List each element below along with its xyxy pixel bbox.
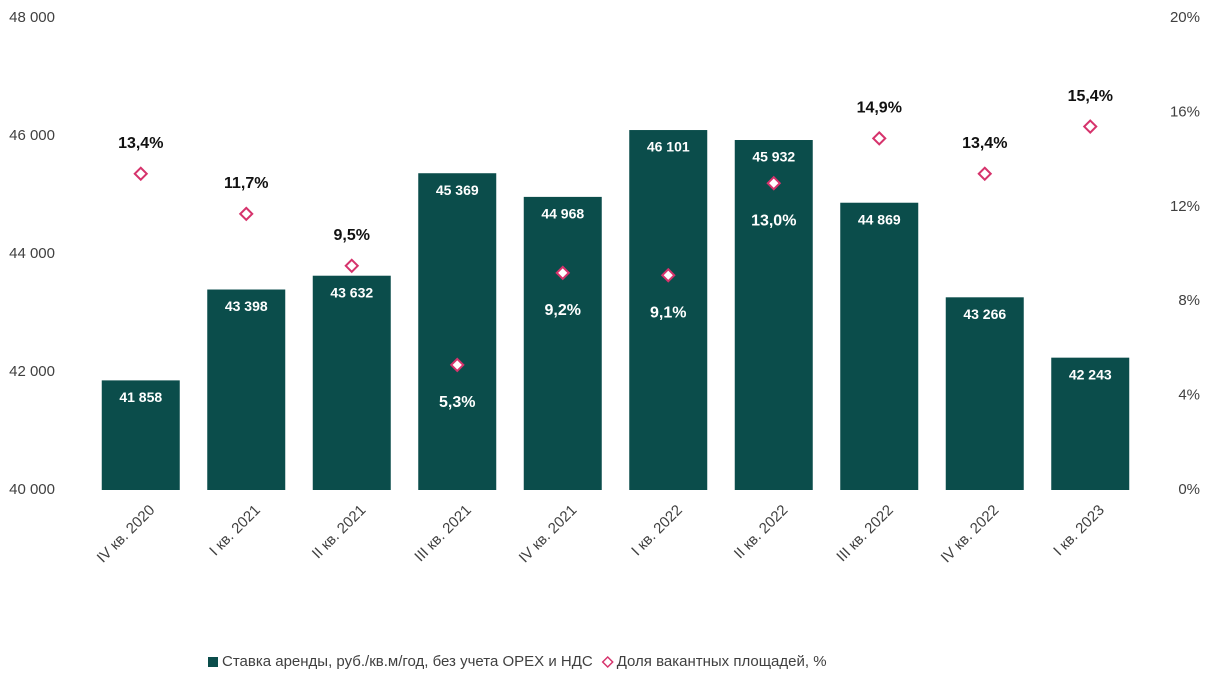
- bar-value-label: 46 101: [647, 139, 690, 155]
- point-value-label: 9,5%: [334, 227, 370, 244]
- x-tick-label: IV кв. 2022: [938, 502, 1003, 567]
- bar: [312, 275, 391, 490]
- y-tick-label: 46 000: [9, 127, 55, 144]
- x-tick-label: II кв. 2021: [309, 502, 370, 563]
- bar-value-label: 43 632: [330, 284, 373, 300]
- point-value-label: 15,4%: [1068, 88, 1113, 105]
- point-value-label: 9,2%: [545, 302, 581, 319]
- legend-swatch: [208, 657, 218, 667]
- point-value-label: 14,9%: [857, 100, 902, 117]
- bar: [523, 196, 602, 490]
- bar: [734, 140, 813, 490]
- x-tick-label: I кв. 2023: [1050, 502, 1108, 560]
- bar-value-label: 44 869: [858, 211, 901, 227]
- bar: [945, 297, 1024, 490]
- point: [344, 258, 360, 274]
- y2-tick-label: 12%: [1170, 198, 1200, 215]
- bar-value-label: 45 932: [752, 149, 795, 165]
- bar: [101, 380, 180, 490]
- legend-label: Доля вакантных площадей, %: [617, 653, 827, 670]
- point-value-label: 13,4%: [962, 135, 1007, 152]
- x-tick-label: I кв. 2022: [628, 502, 686, 560]
- point: [449, 357, 465, 373]
- point: [766, 175, 782, 191]
- bar-value-label: 43 266: [963, 306, 1006, 322]
- point: [133, 166, 149, 182]
- bar: [207, 289, 286, 490]
- y2-tick-label: 8%: [1178, 292, 1200, 309]
- point-value-label: 13,0%: [751, 212, 796, 229]
- y2-tick-label: 4%: [1178, 387, 1200, 404]
- point-value-label: 11,7%: [224, 175, 268, 192]
- bar: [418, 173, 497, 490]
- x-tick-label: II кв. 2022: [731, 502, 792, 563]
- y2-tick-label: 16%: [1170, 103, 1200, 120]
- legend-swatch: [601, 655, 614, 669]
- bar: [840, 202, 919, 490]
- y-tick-label: 44 000: [9, 245, 55, 262]
- point: [1082, 119, 1098, 134]
- y-tick-label: 48 000: [9, 9, 55, 26]
- x-tick-label: IV кв. 2020: [94, 502, 159, 567]
- x-tick-label: IV кв. 2021: [516, 502, 581, 567]
- point: [871, 130, 887, 146]
- point: [660, 267, 676, 283]
- point-value-label: 5,3%: [439, 394, 475, 411]
- bar: [629, 130, 708, 490]
- y2-tick-label: 20%: [1170, 9, 1200, 26]
- y-tick-label: 40 000: [9, 481, 55, 498]
- x-tick-label: III кв. 2022: [833, 502, 897, 566]
- point: [555, 265, 571, 281]
- bar-value-label: 45 369: [436, 182, 479, 198]
- point-value-label: 13,4%: [118, 135, 163, 152]
- bar: [1051, 357, 1130, 490]
- point: [977, 166, 993, 182]
- y-tick-label: 42 000: [9, 363, 55, 380]
- point: [238, 206, 254, 222]
- bar-value-label: 44 968: [541, 206, 584, 222]
- bar-value-label: 43 398: [225, 298, 268, 314]
- x-tick-label: III кв. 2021: [411, 502, 475, 566]
- bar-value-label: 42 243: [1069, 366, 1112, 382]
- legend-label: Ставка аренды, руб./кв.м/год, без учета …: [222, 653, 593, 670]
- bar-value-label: 41 858: [119, 389, 162, 405]
- y2-tick-label: 0%: [1178, 481, 1200, 498]
- point-value-label: 9,1%: [650, 304, 686, 321]
- x-tick-label: I кв. 2021: [206, 502, 264, 560]
